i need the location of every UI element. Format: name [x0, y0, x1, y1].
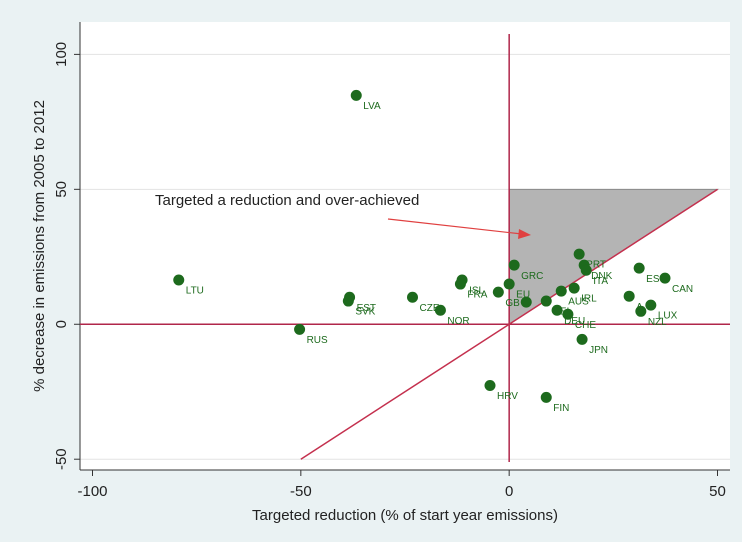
point: [503, 278, 515, 290]
point: [540, 295, 552, 307]
point: [407, 291, 418, 303]
point: [580, 264, 592, 276]
point: [520, 296, 532, 308]
point-label: GB: [505, 298, 520, 309]
y-axis-title: % decrease in emissions from 2005 to 201…: [31, 100, 48, 392]
point: [540, 391, 552, 403]
y-tick-label: 100: [53, 42, 70, 67]
point-label: EST: [357, 303, 376, 314]
point-label: LTU: [186, 286, 204, 297]
point: [573, 248, 585, 260]
point: [173, 274, 185, 286]
point: [555, 285, 567, 297]
point-label: PRT: [586, 260, 606, 271]
point-label: CHE: [575, 320, 596, 331]
point-label: FRA: [467, 290, 487, 301]
x-tick-label: -100: [77, 483, 107, 500]
plot-area: [80, 22, 730, 470]
x-axis-title: Targeted reduction (% of start year emis…: [252, 507, 558, 524]
point: [633, 262, 645, 274]
point: [568, 282, 580, 294]
point-label: CZE: [420, 303, 440, 314]
point-label: LVA: [363, 101, 381, 112]
point-label: FIN: [553, 403, 569, 414]
point: [294, 323, 306, 335]
y-tick-label: 0: [53, 320, 70, 328]
point: [576, 333, 588, 345]
point: [635, 305, 647, 317]
point: [508, 259, 520, 271]
point: [551, 304, 563, 316]
point-label: NZL: [648, 317, 667, 328]
x-tick-label: 0: [505, 483, 513, 500]
point-label: ITA: [593, 276, 608, 287]
x-tick-label: 50: [709, 483, 726, 500]
point-label: NOR: [447, 316, 469, 327]
point: [659, 272, 671, 284]
point-label: EU: [516, 290, 530, 301]
point-label: GRC: [521, 271, 543, 282]
point-label: ES: [646, 274, 660, 285]
x-tick-label: -50: [290, 483, 312, 500]
point: [434, 304, 446, 316]
point-label: RUS: [307, 335, 328, 346]
point-label: CAN: [672, 284, 693, 295]
point: [645, 299, 657, 311]
point-label: SVK: [355, 307, 375, 318]
point: [342, 295, 354, 307]
point-label: DNK: [591, 271, 612, 282]
point: [623, 290, 635, 302]
diagonal-reference: [300, 188, 718, 460]
point: [454, 278, 466, 290]
point-label: AUS: [568, 297, 589, 308]
point-label: ISL: [469, 286, 484, 297]
point-label: JPN: [589, 345, 608, 356]
y-tick-label: -50: [53, 448, 70, 470]
annotation-arrowhead: [518, 229, 531, 239]
point-label: HRV: [497, 391, 518, 402]
point: [562, 308, 574, 320]
point-label: IRL: [581, 294, 597, 305]
y-tick-label: 50: [53, 181, 70, 198]
point-label: LUX: [658, 311, 678, 322]
layer: -50 0 50 100 -100 -50 0 50 Targeted a reduction …: [53, 22, 730, 500]
point: [492, 286, 504, 298]
point-label: DEU: [564, 316, 585, 327]
point: [350, 89, 362, 101]
annotation: Targeted a reduction and over-achieved: [155, 192, 419, 209]
annotation-arrow: [387, 218, 523, 235]
point: [484, 380, 496, 392]
